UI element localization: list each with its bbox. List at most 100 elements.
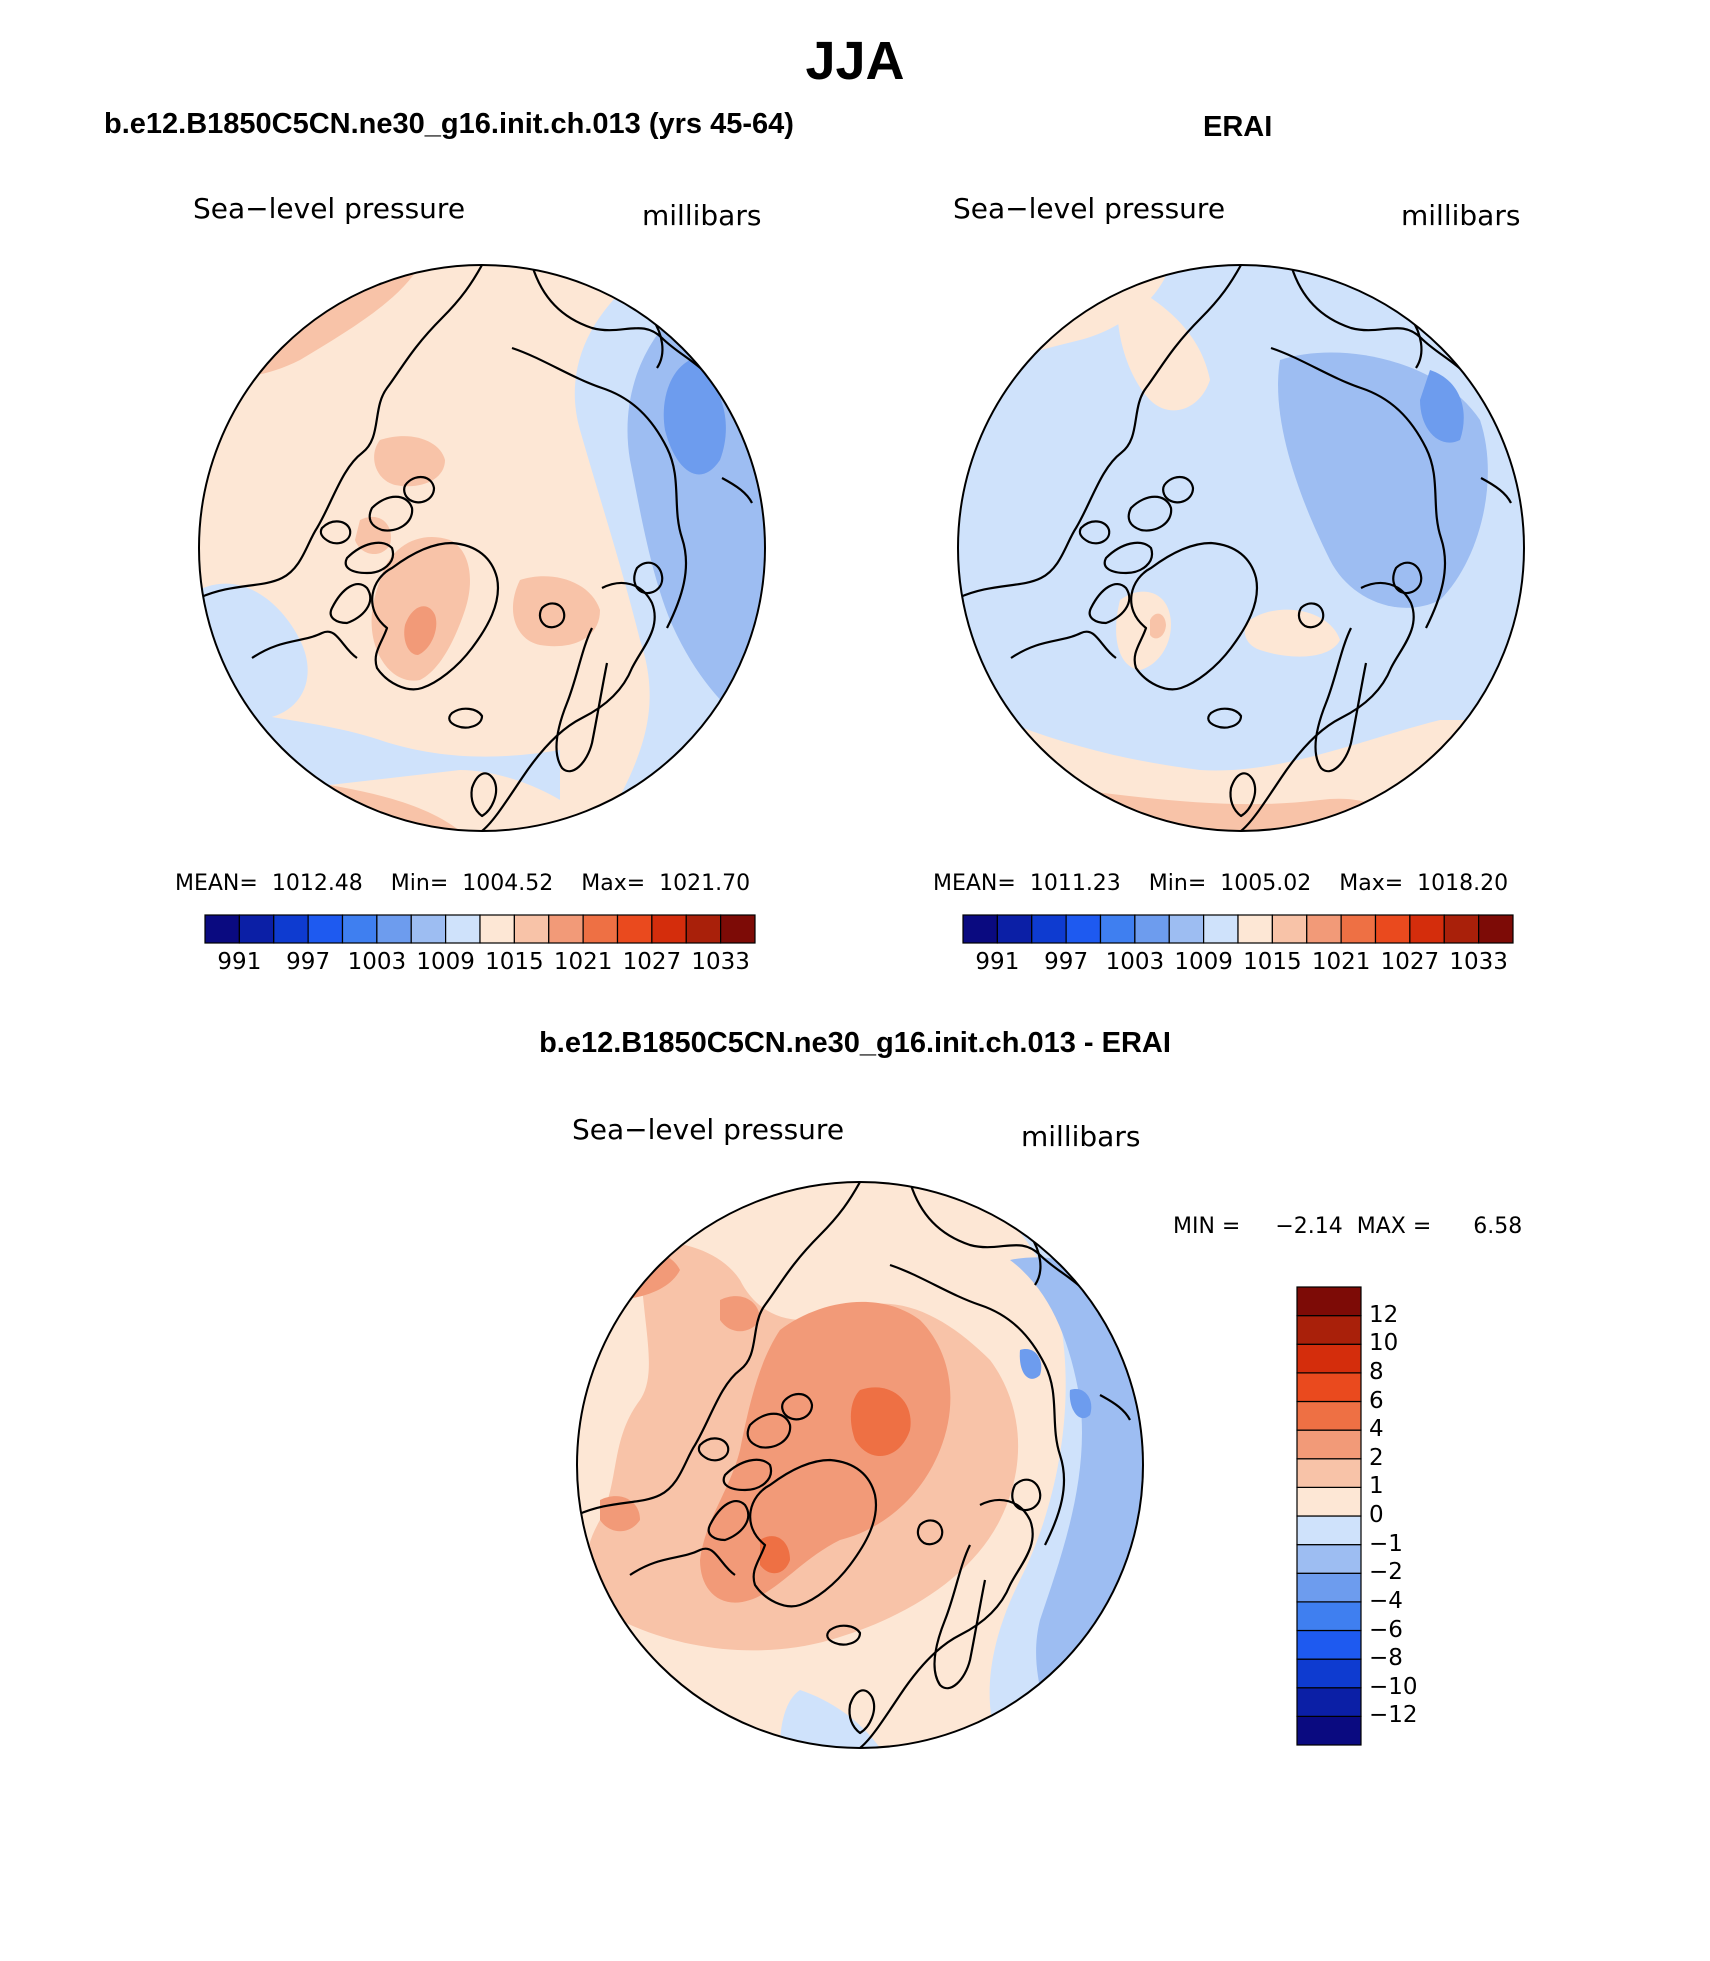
- min-value: 1004.52: [462, 871, 554, 896]
- colorbar-swatch: [1296, 1658, 1362, 1689]
- colorbar-tick-label: 8: [1369, 1358, 1384, 1385]
- colorbar-swatch: [1065, 914, 1102, 944]
- colorbar-swatch: [1296, 1544, 1362, 1574]
- min-value: 1005.02: [1220, 871, 1312, 896]
- colorbar-tick-label: 1021: [553, 949, 613, 975]
- colorbar-tick-label: 4: [1369, 1416, 1384, 1443]
- diff-colorbar: [1296, 1286, 1362, 1746]
- diff-variable-label: Sea−level pressure: [572, 1113, 845, 1146]
- colorbar-swatch: [962, 914, 998, 944]
- max-value: 1021.70: [659, 871, 751, 896]
- colorbar-tick-label: 2: [1369, 1444, 1384, 1471]
- colorbar-swatch: [1296, 1372, 1362, 1403]
- colorbar-swatch: [1340, 914, 1377, 944]
- colorbar-tick-label: 0: [1369, 1502, 1384, 1528]
- colorbar-tick-label: 1003: [347, 949, 407, 975]
- colorbar-swatch: [479, 914, 515, 944]
- colorbar-swatch: [1296, 1687, 1362, 1717]
- mean-value: 1011.23: [1029, 871, 1121, 896]
- colorbar-swatch: [445, 914, 481, 944]
- colorbar-swatch: [1237, 914, 1273, 944]
- colorbar-tick-label: 991: [975, 949, 1020, 975]
- colorbar-swatch: [685, 914, 722, 944]
- colorbar-tick-label: 1015: [485, 949, 544, 975]
- colorbar-tick-label: 991: [217, 949, 262, 975]
- colorbar-swatch: [1168, 914, 1205, 944]
- colorbar-tick-label: 997: [1044, 949, 1089, 975]
- min-value: −2.14: [1275, 1214, 1343, 1239]
- colorbar-swatch: [376, 914, 412, 944]
- colorbar-swatch: [341, 914, 378, 944]
- max-value: 1018.20: [1417, 871, 1509, 896]
- model-map: [198, 264, 766, 832]
- colorbar-tick-label: −2: [1369, 1559, 1403, 1586]
- colorbar-swatch: [1296, 1429, 1362, 1460]
- mean-label: MEAN=: [175, 871, 258, 896]
- colorbar-swatch: [1478, 914, 1514, 944]
- max-label: MAX =: [1356, 1214, 1432, 1239]
- figure-title: JJA: [805, 31, 905, 91]
- colorbar-swatch: [1374, 914, 1411, 944]
- colorbar-tick-label: −10: [1369, 1673, 1418, 1700]
- obs-map: [957, 264, 1525, 832]
- colorbar-swatch: [1296, 1601, 1362, 1632]
- colorbar-swatch: [1296, 1286, 1362, 1317]
- mean-label: MEAN=: [933, 871, 1016, 896]
- colorbar-swatch: [582, 914, 619, 944]
- colorbar-tick-label: −6: [1369, 1616, 1403, 1643]
- model-units-label: millibars: [642, 199, 762, 232]
- colorbar-tick-label: 1033: [691, 949, 750, 975]
- model-stats-line: MEAN= 1012.48 Min= 1004.52 Max= 1021.70: [175, 871, 750, 896]
- colorbar-swatch: [1409, 914, 1445, 944]
- diff-panel-title: b.e12.B1850C5CN.ne30_g16.init.ch.013 - E…: [539, 1027, 1171, 1059]
- colorbar-tick-label: 1009: [1174, 949, 1233, 975]
- colorbar-swatch: [1296, 1486, 1362, 1517]
- colorbar-swatch: [1306, 914, 1342, 944]
- model-colorbar: [204, 914, 756, 944]
- colorbar-tick-label: 1021: [1311, 949, 1371, 975]
- model-panel-title: b.e12.B1850C5CN.ne30_g16.init.ch.013 (yr…: [104, 108, 794, 140]
- colorbar-swatch: [513, 914, 550, 944]
- obs-colorbar: [962, 914, 1514, 944]
- colorbar-tick-label: 1003: [1105, 949, 1165, 975]
- min-label: Min=: [1148, 871, 1207, 896]
- model-variable-label: Sea−level pressure: [193, 192, 466, 225]
- min-label: MIN =: [1173, 1214, 1241, 1239]
- colorbar-swatch: [1134, 914, 1170, 944]
- max-label: Max=: [581, 871, 646, 896]
- colorbar-swatch: [204, 914, 240, 944]
- obs-units-label: millibars: [1401, 199, 1521, 232]
- colorbar-swatch: [1296, 1458, 1362, 1488]
- colorbar-tick-label: 1009: [416, 949, 475, 975]
- colorbar-swatch: [1099, 914, 1136, 944]
- diff-map: [576, 1181, 1144, 1749]
- colorbar-swatch: [1296, 1515, 1362, 1546]
- colorbar-swatch: [410, 914, 447, 944]
- obs-panel-title: ERAI: [1203, 111, 1273, 143]
- colorbar-tick-label: 1033: [1449, 949, 1508, 975]
- colorbar-swatch: [1031, 914, 1067, 944]
- colorbar-swatch: [651, 914, 687, 944]
- colorbar-swatch: [273, 914, 309, 944]
- colorbar-swatch: [616, 914, 653, 944]
- colorbar-tick-label: 1: [1369, 1473, 1384, 1500]
- colorbar-swatch: [1296, 1572, 1362, 1603]
- colorbar-swatch: [1443, 914, 1480, 944]
- min-label: Min=: [390, 871, 449, 896]
- max-value: 6.58: [1473, 1214, 1523, 1239]
- colorbar-tick-label: −4: [1369, 1587, 1403, 1614]
- diff-units-label: millibars: [1021, 1120, 1141, 1153]
- obs-stats-line: MEAN= 1011.23 Min= 1005.02 Max= 1018.20: [933, 871, 1508, 896]
- colorbar-tick-label: 1027: [1380, 949, 1440, 975]
- colorbar-tick-label: 6: [1369, 1387, 1384, 1414]
- colorbar-swatch: [1296, 1715, 1362, 1746]
- colorbar-swatch: [1296, 1629, 1362, 1660]
- colorbar-tick-label: −12: [1369, 1702, 1418, 1729]
- colorbar-swatch: [720, 914, 756, 944]
- mean-value: 1012.48: [271, 871, 363, 896]
- colorbar-tick-label: −1: [1369, 1530, 1403, 1557]
- colorbar-swatch: [548, 914, 584, 944]
- colorbar-tick-label: 1015: [1243, 949, 1302, 975]
- colorbar-swatch: [996, 914, 1033, 944]
